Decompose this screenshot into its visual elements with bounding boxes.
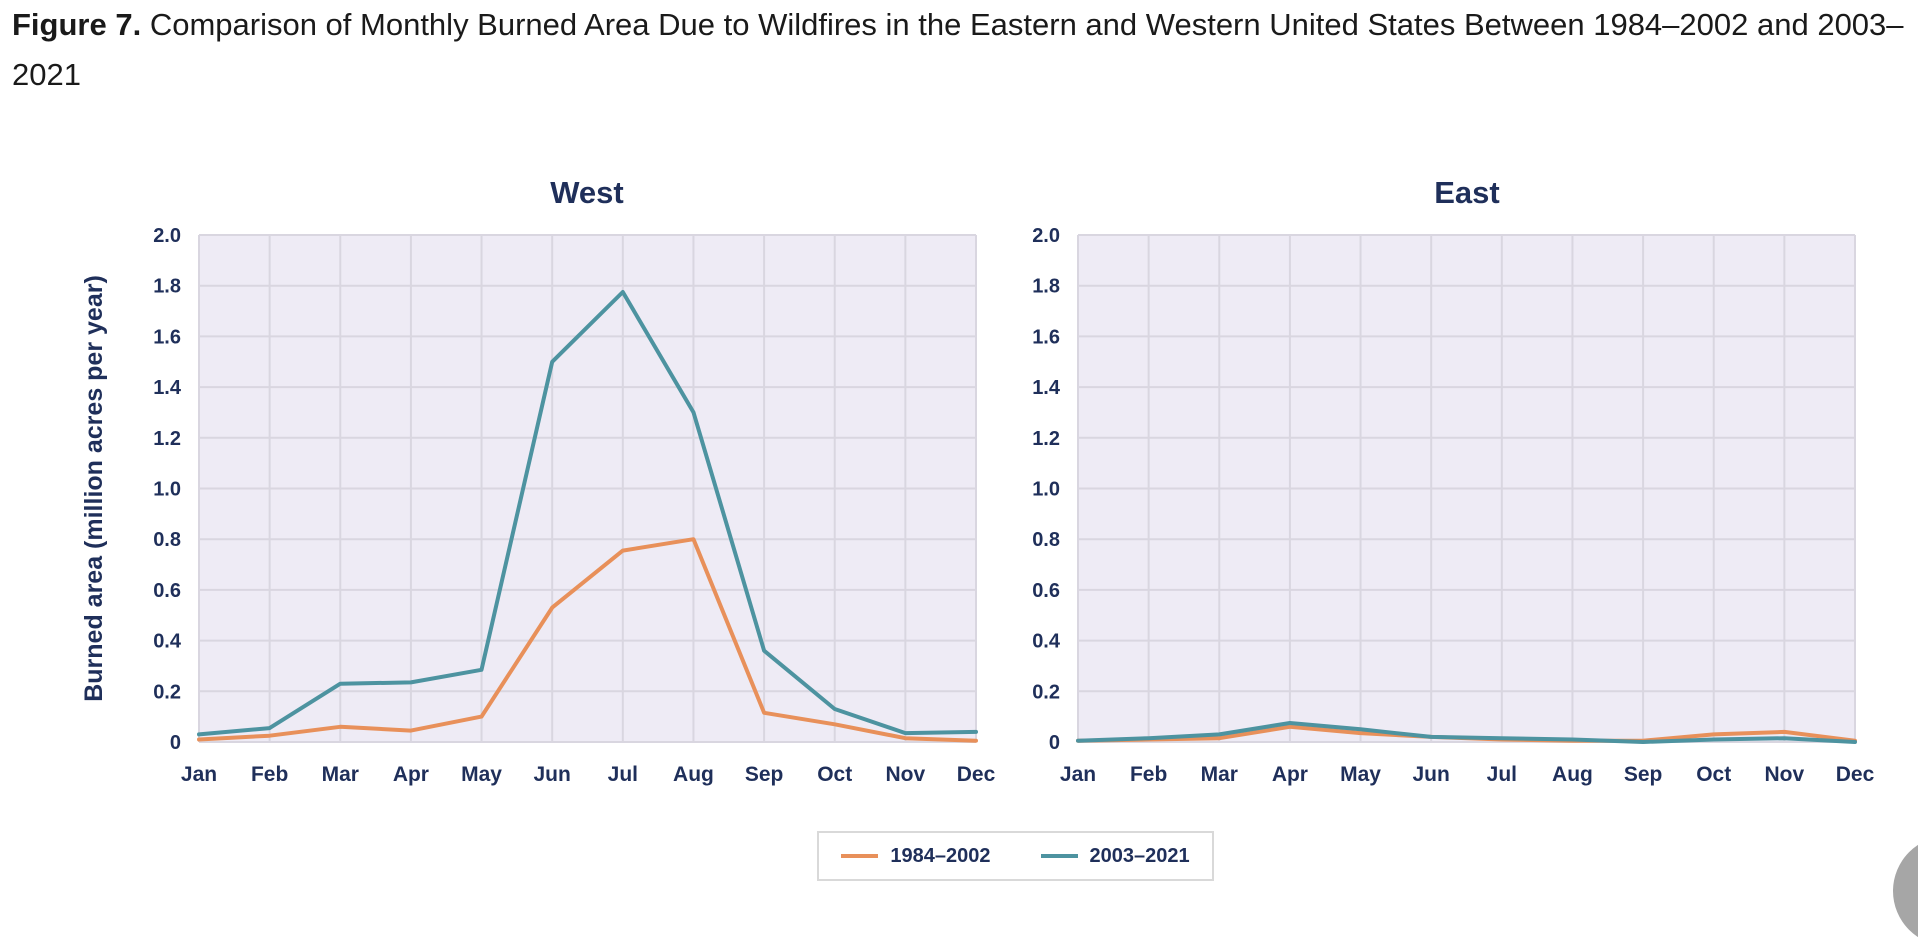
west-xtick-label-1: Feb — [251, 763, 288, 786]
west-chart-title: West — [550, 175, 624, 210]
east-xtick-label-5: Jun — [1413, 763, 1450, 786]
east-ytick-label-8: 1.6 — [1032, 326, 1060, 348]
east-ytick-label-4: 0.8 — [1032, 529, 1060, 551]
west-xtick-label-6: Jul — [608, 763, 638, 786]
west-ytick-label-1: 0.2 — [153, 681, 181, 703]
west-ytick-label-9: 1.8 — [153, 276, 181, 298]
east-xtick-label-6: Jul — [1487, 763, 1517, 786]
west-xtick-label-11: Dec — [957, 763, 996, 786]
west-xtick-label-4: May — [461, 763, 502, 786]
east-chart-title: East — [1434, 175, 1499, 210]
east-xtick-label-1: Feb — [1130, 763, 1167, 786]
legend-item-2003-2021: 2003–2021 — [1040, 844, 1190, 868]
east-ytick-label-5: 1.0 — [1032, 479, 1060, 501]
west-ytick-label-7: 1.4 — [153, 377, 182, 399]
west-xtick-label-10: Nov — [886, 763, 926, 786]
west-ytick-label-5: 1.0 — [153, 479, 181, 501]
west-series-line-1984-2002 — [197, 537, 978, 743]
west-ytick-label-6: 1.2 — [153, 428, 181, 450]
east-xtick-label-3: Apr — [1272, 763, 1308, 786]
east-xtick-label-7: Aug — [1552, 763, 1593, 786]
west-ytick-label-10: 2.0 — [153, 225, 181, 247]
figure-caption: Figure 7. Comparison of Monthly Burned A… — [12, 0, 1907, 100]
west-y-axis-label: Burned area (million acres per year) — [80, 275, 108, 702]
east-ytick-label-1: 0.2 — [1032, 681, 1060, 703]
charts-canvas: 0 0.2 0.4 0.6 0.8 1.0 1.2 1.4 1.6 1.8 2.0 Jan Feb Mar… — [80, 175, 1875, 786]
legend-swatch-1984-2002 — [841, 854, 879, 858]
west-xtick-label-3: Apr — [393, 763, 429, 786]
west-ytick-label-0: 0 — [170, 732, 181, 754]
legend-swatch-2003-2021 — [1040, 854, 1078, 858]
east-ytick-label-7: 1.4 — [1032, 377, 1061, 399]
west-ytick-label-2: 0.4 — [153, 631, 182, 653]
west-ytick-label-3: 0.6 — [153, 580, 181, 602]
east-xtick-label-0: Jan — [1060, 763, 1096, 786]
west-xtick-label-7: Aug — [673, 763, 714, 786]
east-xtick-label-11: Dec — [1836, 763, 1875, 786]
east-ytick-label-3: 0.6 — [1032, 580, 1060, 602]
legend-label-2003-2021: 2003–2021 — [1089, 844, 1190, 867]
west-ytick-label-4: 0.8 — [153, 529, 181, 551]
east-ytick-label-6: 1.2 — [1032, 428, 1060, 450]
west-xtick-label-8: Sep — [745, 763, 784, 786]
east-ytick-label-0: 0 — [1049, 732, 1060, 754]
chart-legend: 1984–2002 2003–2021 — [817, 831, 1214, 881]
figure-caption-text: Comparison of Monthly Burned Area Due to… — [12, 7, 1904, 92]
east-xtick-label-9: Oct — [1696, 763, 1731, 786]
east-ytick-label-2: 0.4 — [1032, 631, 1061, 653]
east-xtick-label-8: Sep — [1624, 763, 1663, 786]
west-xtick-label-9: Oct — [817, 763, 852, 786]
east-series-line-2003-2021 — [1076, 721, 1857, 744]
legend-label-1984-2002: 1984–2002 — [890, 844, 991, 867]
west-series-line-2003-2021 — [197, 290, 978, 737]
west-xtick-label-0: Jan — [181, 763, 217, 786]
west-xtick-label-2: Mar — [322, 763, 359, 786]
figure-label: Figure 7. — [12, 7, 142, 42]
west-ytick-label-8: 1.6 — [153, 326, 181, 348]
east-xtick-label-2: Mar — [1201, 763, 1238, 786]
west-xtick-label-5: Jun — [534, 763, 571, 786]
legend-item-1984-2002: 1984–2002 — [841, 844, 991, 868]
east-ytick-label-9: 1.8 — [1032, 276, 1060, 298]
east-ytick-label-10: 2.0 — [1032, 225, 1060, 247]
east-xtick-label-10: Nov — [1765, 763, 1805, 786]
east-xtick-label-4: May — [1340, 763, 1381, 786]
